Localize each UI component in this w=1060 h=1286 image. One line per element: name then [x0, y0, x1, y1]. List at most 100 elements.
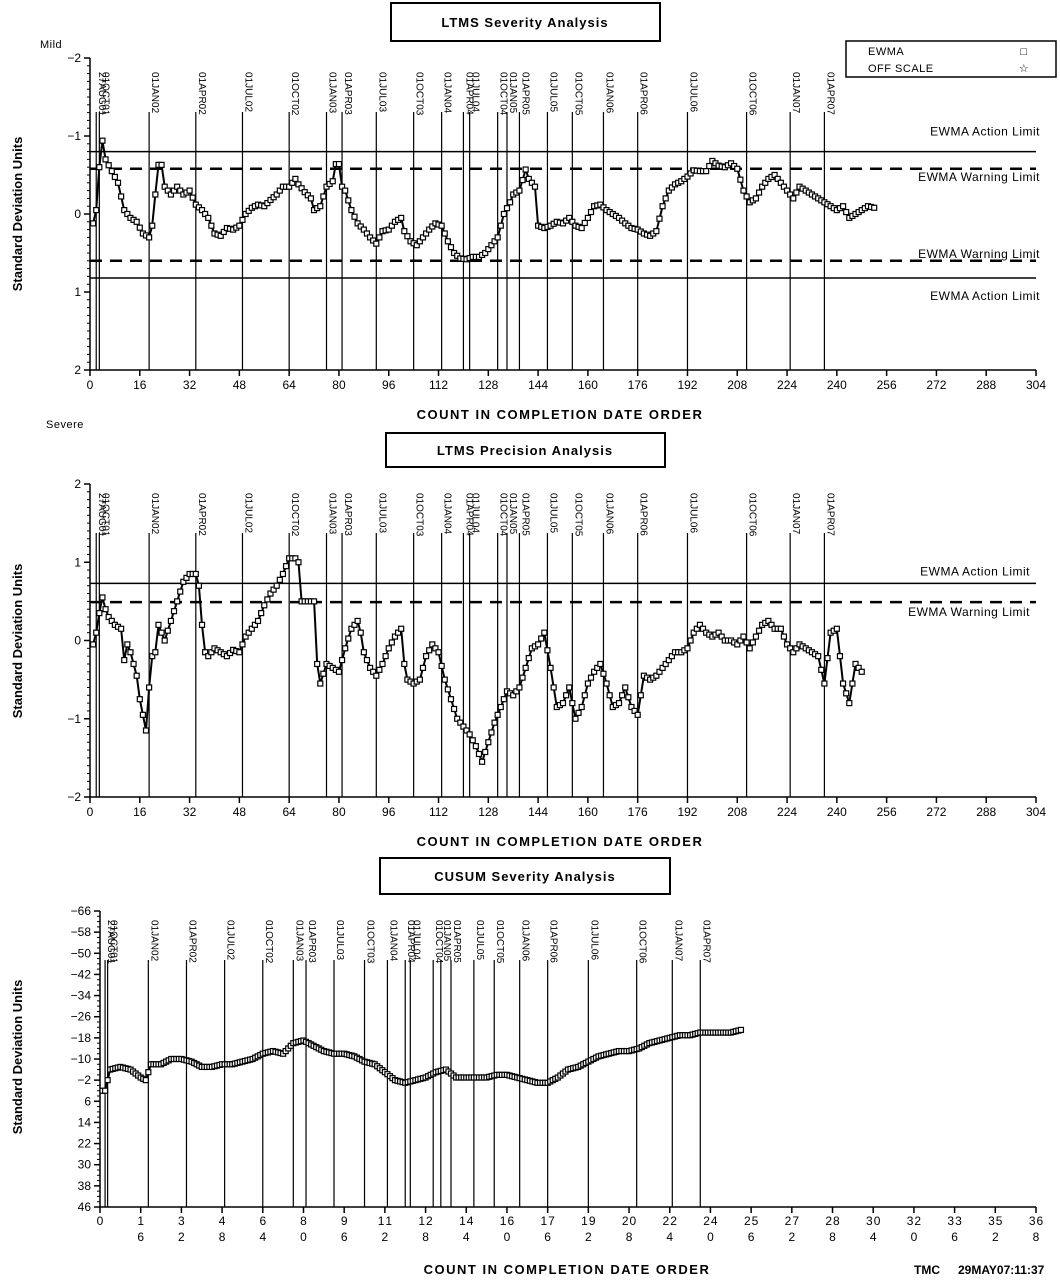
precision-date-label: 01JAN06: [603, 493, 614, 535]
severity-x-tick-label: 144: [528, 378, 548, 392]
severity-x-tick-label: 96: [382, 378, 396, 392]
severity-point: [762, 179, 769, 186]
precision-point: [167, 617, 175, 625]
severity-date-label: 01APR07: [824, 72, 835, 115]
severity-point: [366, 234, 374, 241]
severity-point: [121, 207, 128, 214]
cusum-y-tick-label: 38: [78, 1179, 92, 1193]
precision-point: [855, 664, 862, 671]
precision-point: [139, 711, 147, 718]
precision-point: [569, 699, 576, 707]
precision-point: [370, 668, 377, 675]
cusum-date-label: 01APR02: [186, 920, 197, 963]
legend-offscale-label: OFF SCALE: [868, 63, 934, 75]
severity-point: [304, 192, 311, 199]
severity-point: [118, 193, 125, 200]
severity-point: [317, 203, 324, 210]
precision-point: [379, 660, 386, 668]
severity-point: [488, 242, 495, 249]
precision-point: [130, 660, 137, 668]
severity-point: [734, 165, 741, 172]
severity-date-label: 01APR05: [519, 72, 530, 115]
precision-point: [226, 649, 234, 657]
severity-point: [205, 214, 212, 221]
precision-point: [566, 684, 573, 691]
severity-point: [307, 195, 315, 202]
severity-point: [370, 237, 377, 244]
precision-point: [550, 684, 557, 691]
severity-point: [96, 164, 103, 171]
cusum-date-label: 01JUL04: [410, 920, 421, 960]
precision-point: [541, 629, 548, 636]
cusum-ylabel: Standard Deviation Units: [10, 980, 25, 1135]
precision-point: [357, 629, 364, 636]
precision-xlabel: COUNT IN COMPLETION DATE ORDER: [417, 834, 704, 849]
precision-point: [454, 715, 461, 722]
cusum-date-label: 01OCT04: [433, 920, 444, 964]
precision-point: [469, 737, 476, 744]
precision-point: [637, 692, 644, 699]
severity-point: [793, 189, 800, 196]
precision-x-tick-label: 256: [877, 805, 897, 819]
precision-point: [463, 727, 470, 734]
cusum-date-label: 01JUL05: [474, 920, 485, 960]
precision-point: [821, 680, 828, 687]
precision-point: [572, 715, 579, 722]
severity-point: [429, 223, 436, 230]
precision-x-tick-label: 272: [926, 805, 946, 819]
precision-point: [519, 674, 526, 681]
precision-point: [388, 639, 395, 646]
severity-point: [422, 230, 430, 237]
precision-point: [102, 606, 109, 613]
precision-x-tick-label: 0: [87, 805, 94, 819]
precision-date-label: 01JUL02: [242, 493, 253, 533]
severity-limit-label: EWMA Action Limit: [930, 289, 1040, 303]
precision-point: [619, 692, 626, 699]
precision-point: [161, 637, 168, 644]
severity-date-label: 01JAN07: [790, 72, 801, 114]
severity-point: [444, 238, 451, 245]
precision-point: [105, 613, 112, 621]
precision-point: [497, 703, 504, 711]
severity-point: [186, 187, 193, 194]
precision-point: [587, 674, 595, 681]
precision-title: LTMS Precision Analysis: [437, 443, 613, 458]
severity-point: [737, 176, 744, 183]
precision-point: [152, 649, 159, 656]
severity-point: [273, 191, 280, 198]
precision-point: [737, 637, 744, 644]
severity-point: [167, 191, 175, 198]
precision-point: [500, 696, 507, 703]
precision-point: [251, 621, 259, 628]
severity-y-tick-label: 1: [74, 285, 81, 299]
precision-point: [195, 582, 203, 589]
severity-y-tick-label: 2: [74, 363, 81, 377]
precision-date-label: 01JUL06: [687, 493, 698, 533]
precision-point: [295, 559, 302, 566]
precision-point: [174, 598, 181, 605]
severity-point: [90, 220, 97, 227]
cusum-point: [737, 1026, 745, 1034]
precision-point: [146, 684, 153, 691]
precision-point: [665, 656, 672, 664]
precision-point: [743, 639, 750, 646]
precision-point: [547, 664, 554, 671]
severity-point: [780, 183, 788, 190]
severity-point: [398, 214, 405, 221]
severity-point: [752, 195, 760, 202]
precision-point: [444, 686, 451, 693]
precision-point: [205, 653, 212, 660]
severity-point: [581, 219, 588, 227]
severity-point: [506, 199, 514, 206]
severity-point: [208, 222, 215, 229]
cusum-y-tick-label: 46: [78, 1200, 92, 1214]
severity-point: [124, 210, 131, 218]
precision-point: [749, 639, 756, 646]
severity-x-tick-label: 32: [183, 378, 197, 392]
cusum-date-label: 01APR03: [306, 920, 317, 963]
severity-point: [584, 214, 591, 221]
precision-point: [522, 664, 529, 671]
